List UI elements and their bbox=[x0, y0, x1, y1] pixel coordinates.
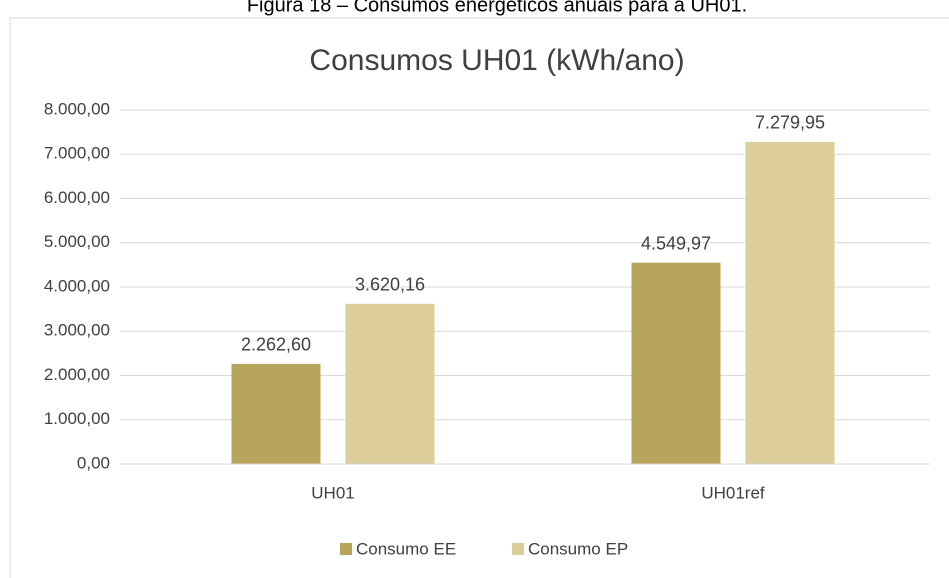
chart-title: Consumos UH01 (kWh/ano) bbox=[309, 44, 684, 77]
y-tick-label: 7.000,00 bbox=[44, 144, 110, 163]
y-tick-label: 4.000,00 bbox=[44, 276, 110, 295]
y-tick-label: 6.000,00 bbox=[44, 188, 110, 207]
bar bbox=[231, 363, 321, 464]
legend-swatch bbox=[512, 543, 524, 555]
y-tick-label: 8.000,00 bbox=[44, 99, 110, 118]
data-label: 7.279,95 bbox=[755, 113, 825, 133]
data-label: 3.620,16 bbox=[355, 275, 425, 295]
legend-swatch bbox=[340, 543, 352, 555]
legend-label: Consumo EP bbox=[528, 539, 628, 558]
x-tick-label: UH01ref bbox=[701, 483, 765, 502]
data-label: 2.262,60 bbox=[241, 335, 311, 355]
bar bbox=[631, 262, 721, 464]
x-tick-label: UH01 bbox=[311, 483, 354, 502]
y-tick-label: 2.000,00 bbox=[44, 365, 110, 384]
data-label: 4.549,97 bbox=[641, 233, 711, 253]
bar bbox=[745, 141, 835, 464]
y-tick-label: 3.000,00 bbox=[44, 321, 110, 340]
y-tick-label: 5.000,00 bbox=[44, 232, 110, 251]
y-tick-label: 0,00 bbox=[77, 453, 110, 472]
bar bbox=[345, 303, 435, 464]
caption: Figura 18 – Consumos energéticos anuais … bbox=[247, 0, 747, 16]
y-tick-label: 1.000,00 bbox=[44, 409, 110, 428]
legend-label: Consumo EE bbox=[356, 539, 456, 558]
